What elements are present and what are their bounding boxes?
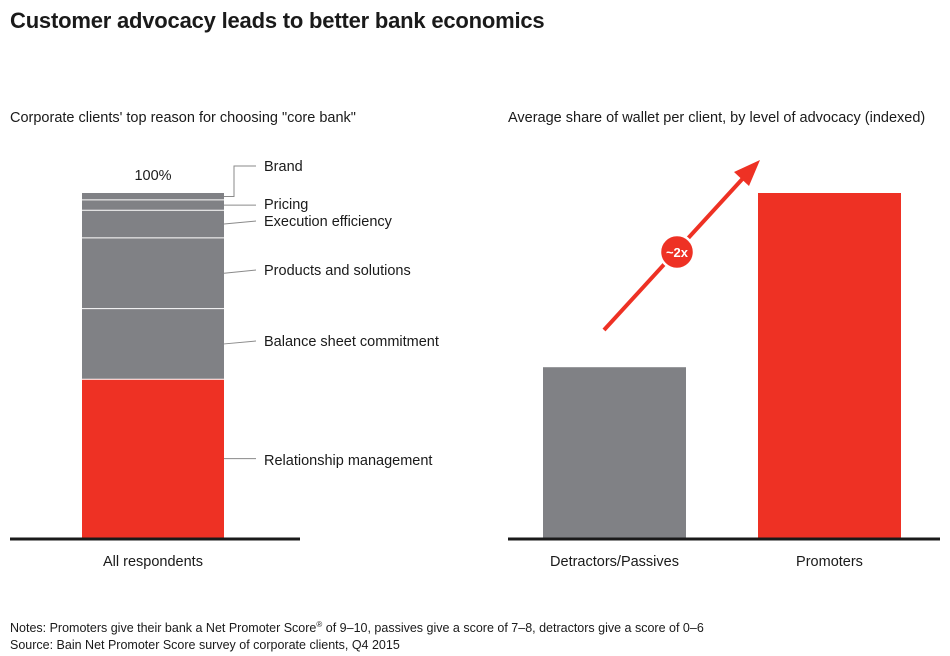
leader-line-execution-efficiency bbox=[223, 220, 257, 225]
segment-balance-sheet-commitment bbox=[82, 308, 224, 380]
segment-pricing bbox=[82, 199, 224, 211]
segment-relationship-management bbox=[82, 379, 224, 538]
notes-text-continued: of 9–10, passives give a score of 7–8, d… bbox=[322, 621, 704, 636]
notes: Notes: Promoters give their bank a Net P… bbox=[10, 616, 704, 654]
category-label-promoters: Promoters bbox=[796, 554, 863, 570]
segment-brand bbox=[82, 193, 224, 200]
legend-label-relationship-management: Relationship management bbox=[264, 453, 432, 469]
annotation-badge bbox=[658, 233, 696, 271]
legend-label-brand: Brand bbox=[264, 159, 303, 175]
left-stacked-bar-chart: Relationship management Balance sheet com… bbox=[10, 159, 439, 570]
legend-label-balance-sheet-commitment: Balance sheet commitment bbox=[264, 334, 439, 350]
legend-label-products-and-solutions: Products and solutions bbox=[264, 263, 411, 279]
bar-promoters bbox=[758, 193, 901, 538]
segment-execution-efficiency bbox=[82, 210, 224, 238]
legend-label-pricing: Pricing bbox=[264, 197, 308, 213]
bar-detractors-passives bbox=[543, 367, 686, 538]
annotation-text: ~2x bbox=[666, 245, 689, 260]
left-chart-title: Corporate clients' top reason for choosi… bbox=[10, 110, 356, 126]
leader-line-products-and-solutions bbox=[223, 269, 257, 274]
total-label: 100% bbox=[134, 168, 171, 184]
source-line: Source: Bain Net Promoter Score survey o… bbox=[10, 638, 400, 653]
category-label: All respondents bbox=[103, 554, 203, 570]
page-title: Customer advocacy leads to better bank e… bbox=[10, 8, 545, 33]
segment-products-and-solutions bbox=[82, 237, 224, 309]
right-bar-chart: Detractors/Passives Promoters ~2x bbox=[508, 160, 940, 570]
notes-text: Notes: Promoters give their bank a Net P… bbox=[10, 621, 317, 636]
leader-line-brand bbox=[224, 165, 256, 197]
right-chart-title: Average share of wallet per client, by l… bbox=[508, 110, 926, 126]
category-label-detractors-passives: Detractors/Passives bbox=[550, 554, 679, 570]
leader-line-balance-sheet-commitment bbox=[223, 340, 257, 345]
legend-label-execution-efficiency: Execution efficiency bbox=[264, 214, 393, 230]
growth-arrow-head bbox=[734, 160, 760, 186]
notes-line: Notes: Promoters give their bank a Net P… bbox=[10, 616, 704, 637]
registered-mark: ® bbox=[316, 620, 323, 629]
